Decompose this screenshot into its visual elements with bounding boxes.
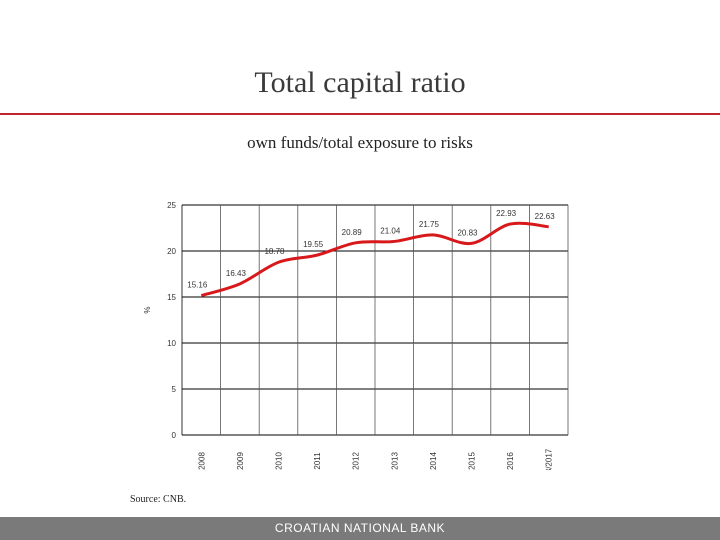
footer-label: CROATIAN NATIONAL BANK — [274, 521, 446, 535]
y-tick-label: 0 — [172, 431, 177, 440]
source-note: Source: CNB. — [130, 494, 187, 505]
footer-bar: CROATIAN NATIONAL BANK — [0, 517, 720, 540]
y-tick-label: 15 — [167, 293, 176, 302]
data-label: 22.93 — [496, 209, 517, 218]
x-tick-labels: 2008 2009 2010 2011 2012 2013 2014 2015 2016 3/20… — [197, 448, 553, 470]
data-labels: 15.16 16.43 18.78 19.55 20.89 21.04 21.75 20.83… — [187, 209, 555, 289]
grid-lines — [181, 204, 569, 436]
y-tick-label: 20 — [167, 247, 176, 256]
data-label: 19.55 — [303, 240, 324, 249]
data-label: 22.63 — [535, 212, 556, 221]
x-tick-label: 2015 — [468, 452, 477, 470]
series-line — [200, 221, 549, 297]
x-tick-label: 2016 — [506, 452, 515, 470]
x-tick-label: 2010 — [275, 452, 284, 470]
x-tick-label: 2011 — [313, 452, 322, 470]
data-label: 15.16 — [187, 281, 208, 290]
data-label: 21.75 — [419, 220, 440, 229]
data-label: 18.78 — [264, 247, 285, 256]
data-label: 20.83 — [457, 228, 478, 237]
x-tick-label: 2013 — [390, 452, 399, 470]
y-tick-label: 25 — [167, 201, 176, 210]
data-label: 16.43 — [226, 269, 247, 278]
y-tick-label: 5 — [172, 385, 177, 394]
data-label: 20.89 — [342, 228, 363, 237]
x-tick-label: 2014 — [429, 452, 438, 470]
y-axis-label: % — [143, 306, 152, 313]
title-divider — [0, 113, 720, 115]
y-tick-label: 10 — [167, 339, 176, 348]
x-tick-label: 2009 — [236, 452, 245, 470]
slide-title: Total capital ratio — [254, 66, 466, 99]
x-tick-label: 2008 — [197, 452, 206, 470]
data-label: 21.04 — [380, 226, 401, 235]
y-tick-labels: 0 5 10 15 20 25 — [167, 201, 176, 440]
x-tick-label: 2012 — [352, 452, 361, 470]
x-tick-label: 3/2017 — [545, 448, 554, 470]
chart-subtitle: own funds/total exposure to risks — [247, 133, 473, 152]
